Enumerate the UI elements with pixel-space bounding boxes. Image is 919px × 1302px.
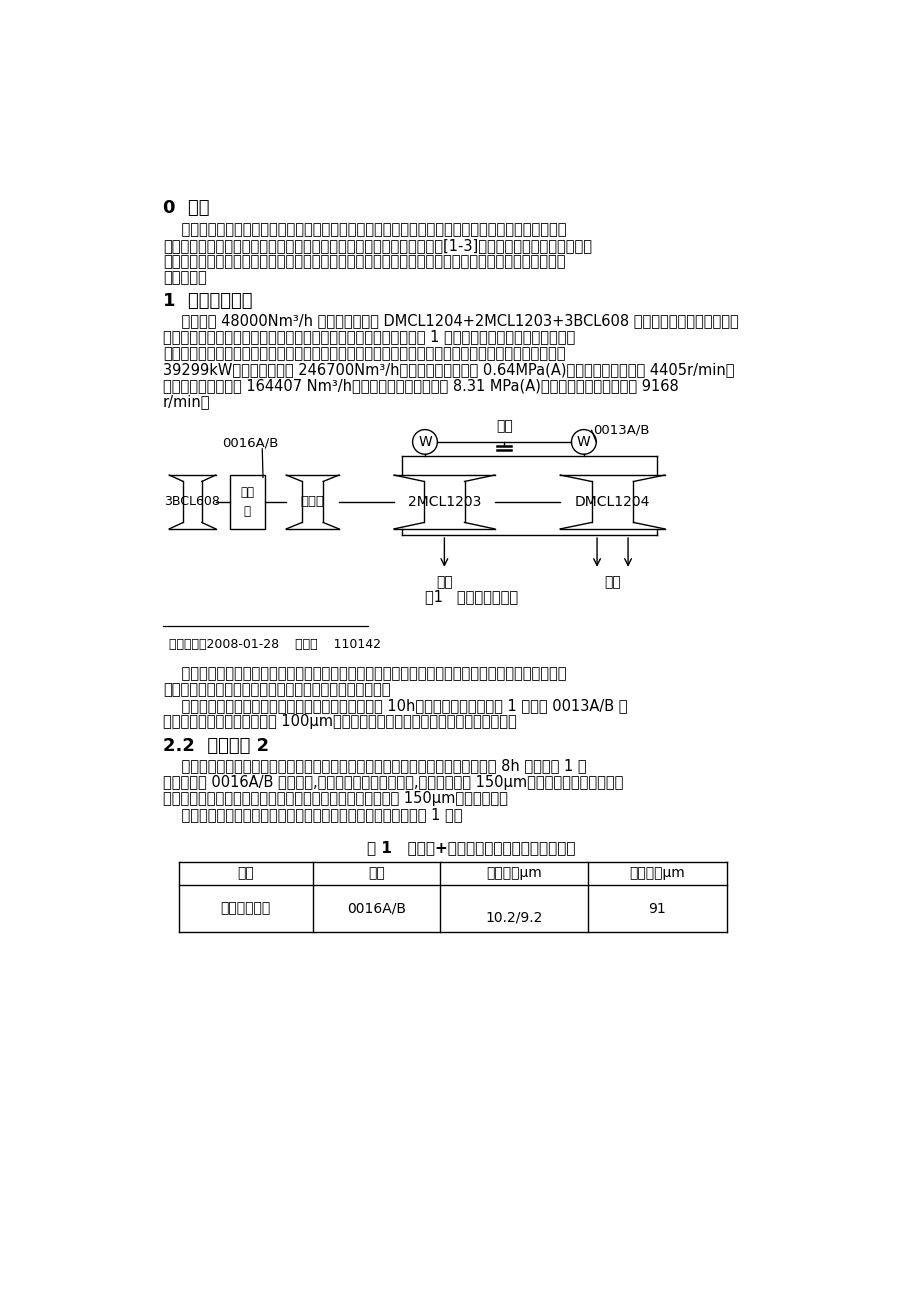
Text: DMCL1204: DMCL1204	[574, 495, 650, 509]
Text: 振动值／μm: 振动值／μm	[486, 866, 541, 880]
Text: 分装置为其它工艺系统装置提供氧气及氮气。而振动是压缩机的常见故障[1-3]，当振动过大时会影响压缩机: 分装置为其它工艺系统装置提供氧气及氮气。而振动是压缩机的常见故障[1-3]，当振…	[163, 238, 592, 253]
Text: 机后，在微机振动实时记忆监测画面上显示该测点数值始终为 150μm，没有归零。: 机后，在微机振动实时记忆监测画面上显示该测点数值始终为 150μm，没有归零。	[163, 790, 507, 806]
Text: 表 1   空压机+氮气增压机机组振动值及联锁值: 表 1 空压机+氮气增压机机组振动值及联锁值	[367, 840, 575, 855]
Text: 位号: 位号	[368, 866, 384, 880]
Text: 该空压机机组再次试运，投入空分装置，运行至大约 10h，空压机组中压缸如图 1 中测点 0013A/B 出: 该空压机机组再次试运，投入空分装置，运行至大约 10h，空压机组中压缸如图 1 …	[163, 698, 627, 713]
Text: 要的意义。: 要的意义。	[163, 271, 207, 285]
Text: 氮气增压机的流量为 164407 Nm³/h，氮气增压机出口压力为 8.31 MPa(A)，氮气增压机工作转速为 9168: 氮气增压机的流量为 164407 Nm³/h，氮气增压机出口压力为 8.31 M…	[163, 378, 678, 393]
Text: 机: 机	[244, 505, 250, 518]
Text: 速机输出端 0016A/B 出现振动,振动值突然超过了连锁值,达到了满量程 150μm，压缩机组再次停机。停: 速机输出端 0016A/B 出现振动,振动值突然超过了连锁值,达到了满量程 15…	[163, 775, 623, 789]
Text: 采用美国本特利测振探头，通过计算机实时跟踪记忆监测。: 采用美国本特利测振探头，通过计算机实时跟踪记忆监测。	[163, 682, 391, 697]
Text: 91: 91	[648, 901, 665, 915]
Text: 3BCL608: 3BCL608	[165, 496, 221, 509]
Text: 增速机输出侧: 增速机输出侧	[221, 901, 270, 915]
Text: W: W	[417, 435, 431, 449]
Text: 10.2/9.2: 10.2/9.2	[485, 910, 542, 924]
Text: 39299kW，空压机流量为 246700Nm³/h，空压机出口压力为 0.64MPa(A)，空压机工作转速为 4405r/min，: 39299kW，空压机流量为 246700Nm³/h，空压机出口压力为 0.64…	[163, 362, 733, 376]
Text: 2.2  故障特征 2: 2.2 故障特征 2	[163, 737, 269, 755]
Text: 进口: 进口	[604, 575, 620, 589]
Text: 汽轮机: 汽轮机	[301, 496, 324, 509]
Text: 位置: 位置	[237, 866, 254, 880]
Text: 由于是试运阶段，该压缩机组经多次启动运行，并多次拆装检修。又一次启动运行 8h 后，如图 1 变: 由于是试运阶段，该压缩机组经多次启动运行，并多次拆装检修。又一次启动运行 8h …	[163, 758, 586, 773]
Text: 法兰: 法兰	[495, 419, 512, 434]
Text: 0013A/B: 0013A/B	[593, 424, 649, 437]
Text: 兰，其余进出气法兰没有绘出。由于是生产初期，本机组没有安装振动测试分析仪。本机组汽轮机功率为: 兰，其余进出气法兰没有绘出。由于是生产初期，本机组没有安装振动测试分析仪。本机组…	[163, 345, 565, 361]
Text: 现振动，振动值突然上升到了 100μm，即振动值超过了连锁值，致使空压机组停机。: 现振动，振动值突然上升到了 100μm，即振动值超过了连锁值，致使空压机组停机。	[163, 715, 516, 729]
Text: 连锁值／μm: 连锁值／μm	[629, 866, 685, 880]
Text: W: W	[576, 435, 590, 449]
Text: 0016A/B: 0016A/B	[222, 436, 278, 449]
Text: 1  设备基本情况: 1 设备基本情况	[163, 292, 253, 310]
Text: 某化肥厂 48000Nm³/h 空分装置安装了 DMCL1204+2MCL1203+3BCL608 离心式压缩机，该压缩机组: 某化肥厂 48000Nm³/h 空分装置安装了 DMCL1204+2MCL120…	[163, 314, 738, 328]
Text: 由汽轮机、空压机低压缸及中压缸、增速机、氮气增压机组成，如图 1 所示，图中只绘出了二段进气的法: 由汽轮机、空压机低压缸及中压缸、增速机、氮气增压机组成，如图 1 所示，图中只绘…	[163, 329, 574, 345]
Text: 0016A/B: 0016A/B	[346, 901, 405, 915]
Text: 的可靠运行，给生产造成很大的损失，因此保证压缩机的安全可靠运行，对提高生产效率及经济效益有重: 的可靠运行，给生产造成很大的损失，因此保证压缩机的安全可靠运行，对提高生产效率及…	[163, 254, 565, 270]
Text: 收稿日期：2008-01-28    沈阳市    110142: 收稿日期：2008-01-28 沈阳市 110142	[169, 638, 380, 651]
Text: 图1   气路系统示意图: 图1 气路系统示意图	[425, 590, 517, 604]
Text: 出口: 出口	[436, 575, 452, 589]
Text: 2MCL1203: 2MCL1203	[407, 495, 481, 509]
Text: 0  引言: 0 引言	[163, 199, 210, 216]
Text: 变速: 变速	[240, 486, 254, 499]
Text: 空分装置为化工企业的主要装置，空压机又是空分装置主要设备，空压机长期稳定运行，才能确保空: 空分装置为化工企业的主要装置，空压机又是空分装置主要设备，空压机长期稳定运行，才…	[163, 221, 566, 237]
Text: 该空压机组安装完毕，并已通过机械运转，机组各轴瓦振动测点数值在正常范围之内。机组测振元件: 该空压机组安装完毕，并已通过机械运转，机组各轴瓦振动测点数值在正常范围之内。机组…	[163, 667, 566, 681]
Text: r/min。: r/min。	[163, 395, 210, 409]
Text: 该离心压缩机组的正常振动值、出现振动的位置及连锁值列于表 1 中。: 该离心压缩机组的正常振动值、出现振动的位置及连锁值列于表 1 中。	[163, 807, 462, 822]
